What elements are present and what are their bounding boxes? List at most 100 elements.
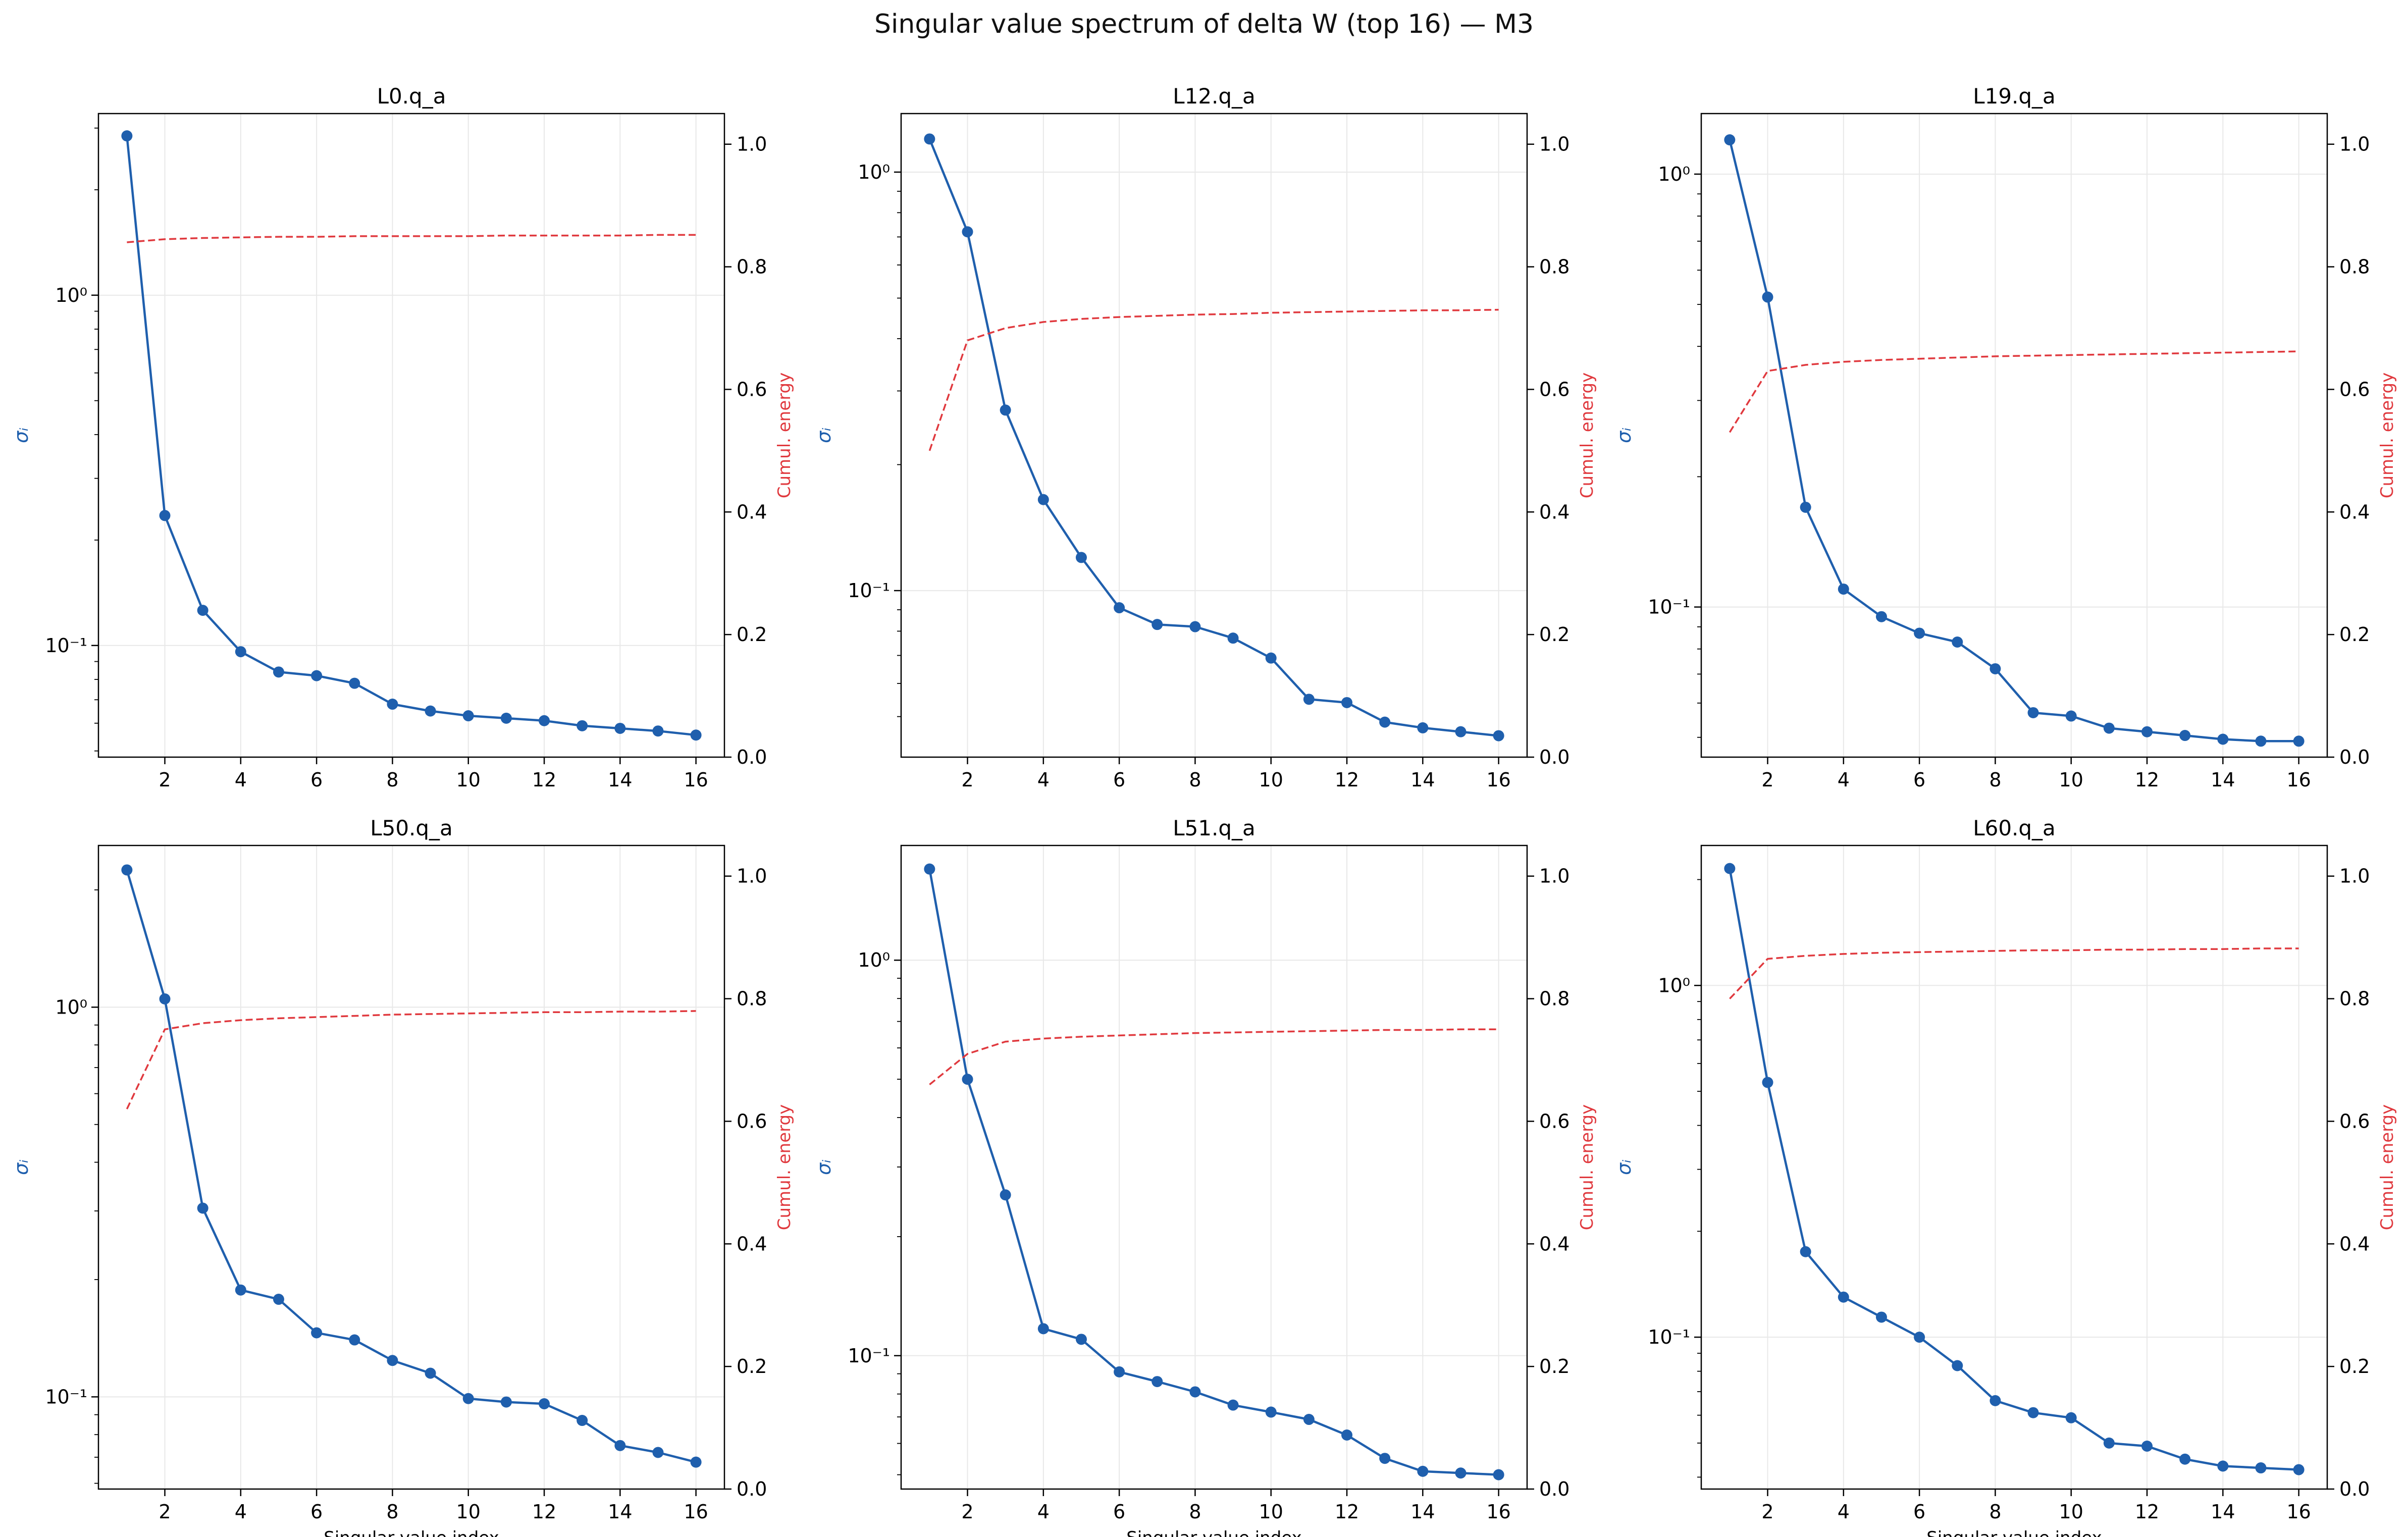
y-right-axis-label: Cumul. energy <box>1577 1104 1597 1231</box>
sigma-point <box>1875 1311 1887 1323</box>
sigma-point <box>500 712 512 724</box>
subplot-title: L19.q_a <box>1973 84 2056 109</box>
y-left-axis-label: σᵢ <box>1613 428 1635 443</box>
y-right-tick-label: 0.6 <box>2339 378 2370 400</box>
y-right-tick-label: 0.6 <box>1539 378 1569 400</box>
sigma-point <box>1037 494 1049 505</box>
y-right-tick-label: 0.4 <box>737 501 767 523</box>
x-axis-label: Singular value index <box>1926 1528 2102 1537</box>
x-tick-label: 10 <box>456 769 481 791</box>
sigma-point <box>197 605 208 616</box>
subplot-title: L12.q_a <box>1173 84 1255 109</box>
y-left-tick-label: 10⁰ <box>55 996 87 1018</box>
subplot-5: 2 4 6 8 10 12 14 16 10⁻¹ 10⁰ 0.0 0.2 0.4 0.6 0.8 1.0 L51… <box>813 816 1597 1537</box>
sigma-point <box>273 666 284 678</box>
axes-frame <box>97 113 725 758</box>
sigma-series-line <box>928 869 1499 1476</box>
x-tick-label: 14 <box>2211 769 2235 791</box>
sigma-point <box>1341 1429 1353 1441</box>
sigma-point <box>1189 621 1201 632</box>
x-tick-label: 4 <box>1838 769 1850 791</box>
subplot-4: 2 4 6 8 10 12 14 16 10⁻¹ 10⁰ 0.0 0.2 0.4 0.6 0.8 1.0 L50… <box>10 816 795 1537</box>
y-right-tick-label: 0.4 <box>737 1233 767 1255</box>
sigma-point <box>1952 1360 1963 1371</box>
x-axis-label: Singular value index <box>324 1528 499 1537</box>
x-tick-label: 10 <box>2059 769 2083 791</box>
x-tick-label: 4 <box>1037 1501 1050 1523</box>
sigma-point <box>1189 1386 1201 1398</box>
x-tick-label: 2 <box>1761 769 1773 791</box>
sigma-point <box>1800 501 1811 513</box>
sigma-point <box>1000 1189 1011 1201</box>
y-left-tick-label: 10⁰ <box>1658 163 1690 185</box>
y-right-tick-label: 0.0 <box>737 746 767 768</box>
sigma-point <box>1875 611 1887 622</box>
sigma-point <box>577 1415 588 1426</box>
sigma-point <box>1227 632 1239 644</box>
x-tick-label: 16 <box>1486 769 1510 791</box>
y-right-tick-label: 0.2 <box>737 623 767 646</box>
sigma-point <box>2255 735 2267 747</box>
sigma-point <box>962 226 973 238</box>
axes-frame <box>900 844 1528 1490</box>
sigma-point <box>1914 627 1925 639</box>
y-right-tick-label: 1.0 <box>2339 133 2370 155</box>
x-tick-label: 14 <box>2211 1501 2235 1523</box>
y-right-tick-label: 0.0 <box>737 1478 767 1500</box>
subplot-title: L60.q_a <box>1973 816 2056 840</box>
y-right-tick-label: 0.6 <box>737 1110 767 1132</box>
sigma-point <box>1265 652 1277 664</box>
y-left-tick-label: 10⁻¹ <box>45 1386 87 1408</box>
sigma-point <box>121 864 133 876</box>
x-tick-label: 10 <box>1259 1501 1283 1523</box>
x-tick-label: 12 <box>1335 1501 1359 1523</box>
sigma-point <box>349 1334 360 1346</box>
y-left-tick-label: 10⁻¹ <box>848 579 890 602</box>
y-right-tick-label: 0.8 <box>1539 988 1569 1010</box>
sigma-point <box>121 130 133 142</box>
y-left-axis-label: σᵢ <box>813 1159 835 1175</box>
x-tick-label: 12 <box>2135 1501 2159 1523</box>
axes-frame <box>1700 113 2328 758</box>
sigma-point <box>235 1284 246 1296</box>
x-tick-label: 14 <box>1410 769 1435 791</box>
sigma-series-line <box>1729 139 2299 743</box>
y-right-tick-label: 0.2 <box>737 1355 767 1377</box>
x-tick-label: 16 <box>2286 769 2311 791</box>
sigma-point <box>425 1367 436 1379</box>
y-right-tick-label: 0.4 <box>2339 1233 2370 1255</box>
x-tick-label: 14 <box>608 1501 632 1523</box>
sigma-point <box>197 1202 208 1214</box>
y-left-tick-label: 10⁰ <box>858 161 890 183</box>
y-right-tick-label: 0.4 <box>2339 501 2370 523</box>
sigma-point <box>577 720 588 731</box>
cumulative-energy-line <box>126 1010 696 1109</box>
sigma-series-line <box>126 869 697 1463</box>
sigma-point <box>2217 1460 2229 1472</box>
sigma-point <box>2027 707 2039 718</box>
y-right-axis-label: Cumul. energy <box>774 1104 795 1231</box>
x-tick-label: 16 <box>684 769 708 791</box>
axes-frame <box>900 113 1528 758</box>
y-right-tick-label: 0.2 <box>2339 623 2370 646</box>
sigma-point <box>924 863 935 875</box>
sigma-point <box>1914 1332 1925 1343</box>
y-right-tick-label: 0.4 <box>1539 1233 1569 1255</box>
sigma-point <box>387 699 398 710</box>
x-tick-label: 2 <box>159 1501 171 1523</box>
sigma-point <box>2065 710 2077 722</box>
sigma-point <box>349 677 360 689</box>
subplot-6: 2 4 6 8 10 12 14 16 10⁻¹ 10⁰ 0.0 0.2 0.4 0.6 0.8 1.0 L60… <box>1613 816 2397 1537</box>
y-right-tick-label: 1.0 <box>737 133 767 155</box>
x-tick-label: 8 <box>386 769 398 791</box>
y-right-tick-label: 0.8 <box>1539 256 1569 278</box>
x-tick-label: 8 <box>1189 769 1201 791</box>
x-tick-label: 10 <box>456 1501 481 1523</box>
sigma-point <box>614 722 626 734</box>
sigma-point <box>2065 1412 2077 1423</box>
sigma-point <box>387 1355 398 1366</box>
y-right-tick-label: 0.0 <box>2339 1478 2370 1500</box>
y-right-tick-label: 0.8 <box>2339 988 2370 1010</box>
